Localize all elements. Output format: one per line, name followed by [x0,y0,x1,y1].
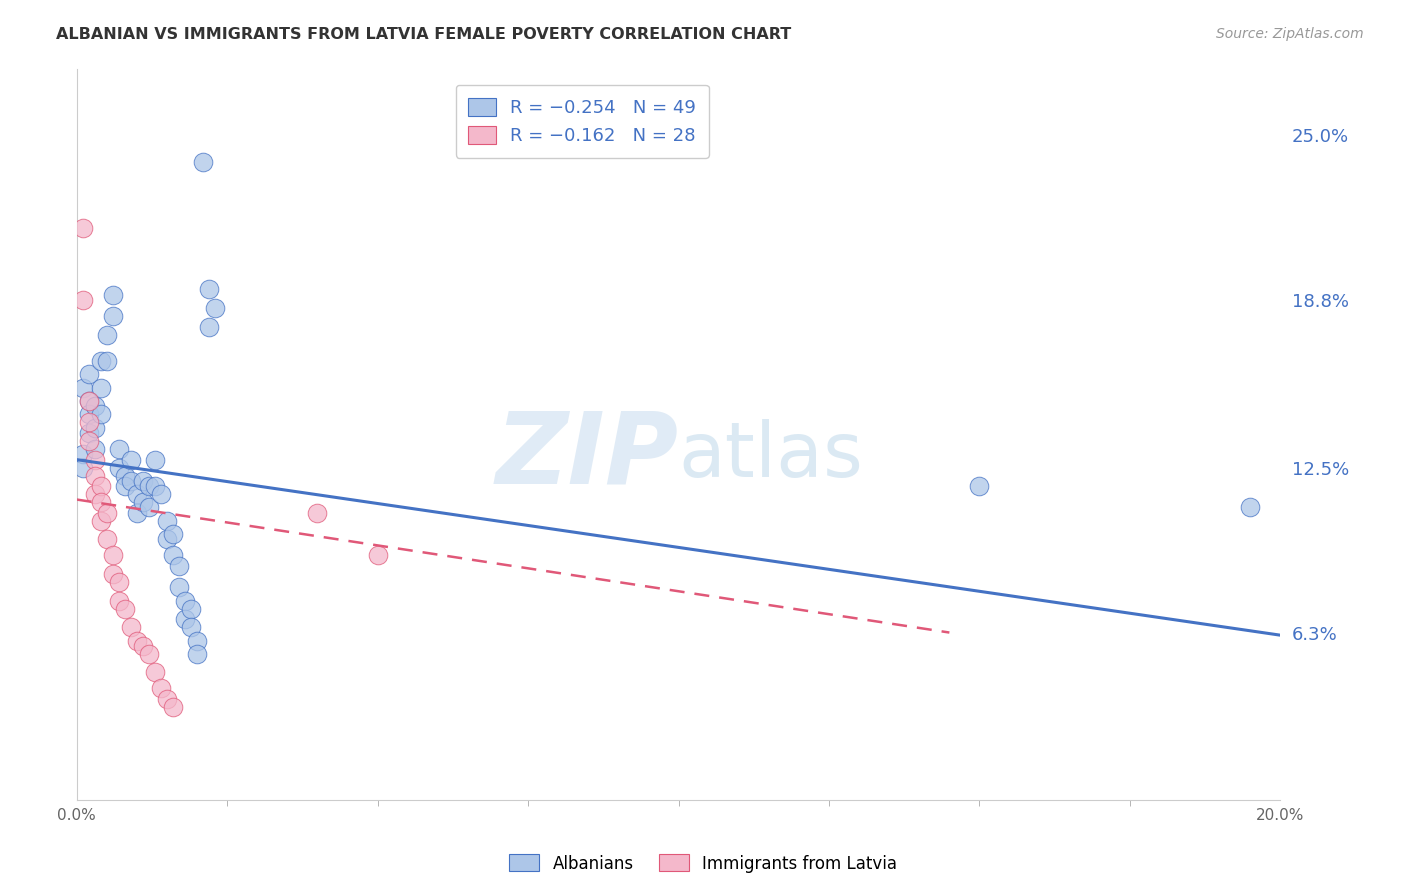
Point [72,293,94,307]
Point [198,282,221,296]
Point [77,415,100,429]
Point [96,533,118,547]
Point [90,408,112,422]
Point [83,400,105,414]
Point [132,495,155,509]
Point [132,639,155,653]
Point [186,647,208,661]
Point [186,633,208,648]
Point [191,154,214,169]
Point [96,327,118,342]
Point [101,549,124,563]
Point [90,354,112,368]
Point [138,500,160,515]
Point [77,425,100,440]
Point [125,633,148,648]
Text: ALBANIAN VS IMMIGRANTS FROM LATVIA FEMALE POVERTY CORRELATION CHART: ALBANIAN VS IMMIGRANTS FROM LATVIA FEMAL… [56,27,792,42]
Point [120,620,142,634]
Point [90,381,112,395]
Point [180,620,202,634]
Point [180,601,202,615]
Point [107,593,129,607]
Point [72,447,94,461]
Point [114,468,136,483]
Point [107,442,129,456]
Legend: Albanians, Immigrants from Latvia: Albanians, Immigrants from Latvia [502,847,904,880]
Point [83,468,105,483]
Point [101,567,124,582]
Point [138,647,160,661]
Point [90,479,112,493]
Point [138,479,160,493]
Point [125,506,148,520]
Legend: R = −0.254   N = 49, R = −0.162   N = 28: R = −0.254 N = 49, R = −0.162 N = 28 [456,85,709,158]
Point [83,452,105,467]
Point [132,474,155,488]
Point [90,514,112,528]
Point [120,452,142,467]
Point [101,309,124,323]
Point [77,394,100,409]
Point [174,593,197,607]
Point [1239,500,1261,515]
Text: Source: ZipAtlas.com: Source: ZipAtlas.com [1216,27,1364,41]
Point [969,479,991,493]
Point [114,601,136,615]
Point [156,692,179,706]
Point [114,479,136,493]
Point [72,460,94,475]
Point [198,319,221,334]
Point [90,495,112,509]
Point [143,452,166,467]
Point [120,474,142,488]
Point [174,612,197,626]
Point [83,420,105,434]
Point [367,549,389,563]
Point [149,681,172,696]
Point [77,408,100,422]
Point [149,487,172,501]
Point [162,527,184,541]
Point [107,460,129,475]
Point [101,287,124,301]
Point [107,574,129,589]
Point [162,700,184,714]
Point [125,487,148,501]
Point [72,221,94,235]
Point [204,301,226,315]
Point [167,580,190,594]
Point [162,549,184,563]
Point [96,354,118,368]
Point [77,394,100,409]
Point [77,368,100,382]
Point [143,479,166,493]
Point [167,559,190,574]
Point [83,487,105,501]
Text: atlas: atlas [679,419,863,493]
Point [156,533,179,547]
Point [77,434,100,448]
Point [307,506,329,520]
Point [96,506,118,520]
Point [156,514,179,528]
Text: ZIP: ZIP [495,408,679,505]
Point [143,665,166,680]
Point [72,381,94,395]
Point [83,442,105,456]
